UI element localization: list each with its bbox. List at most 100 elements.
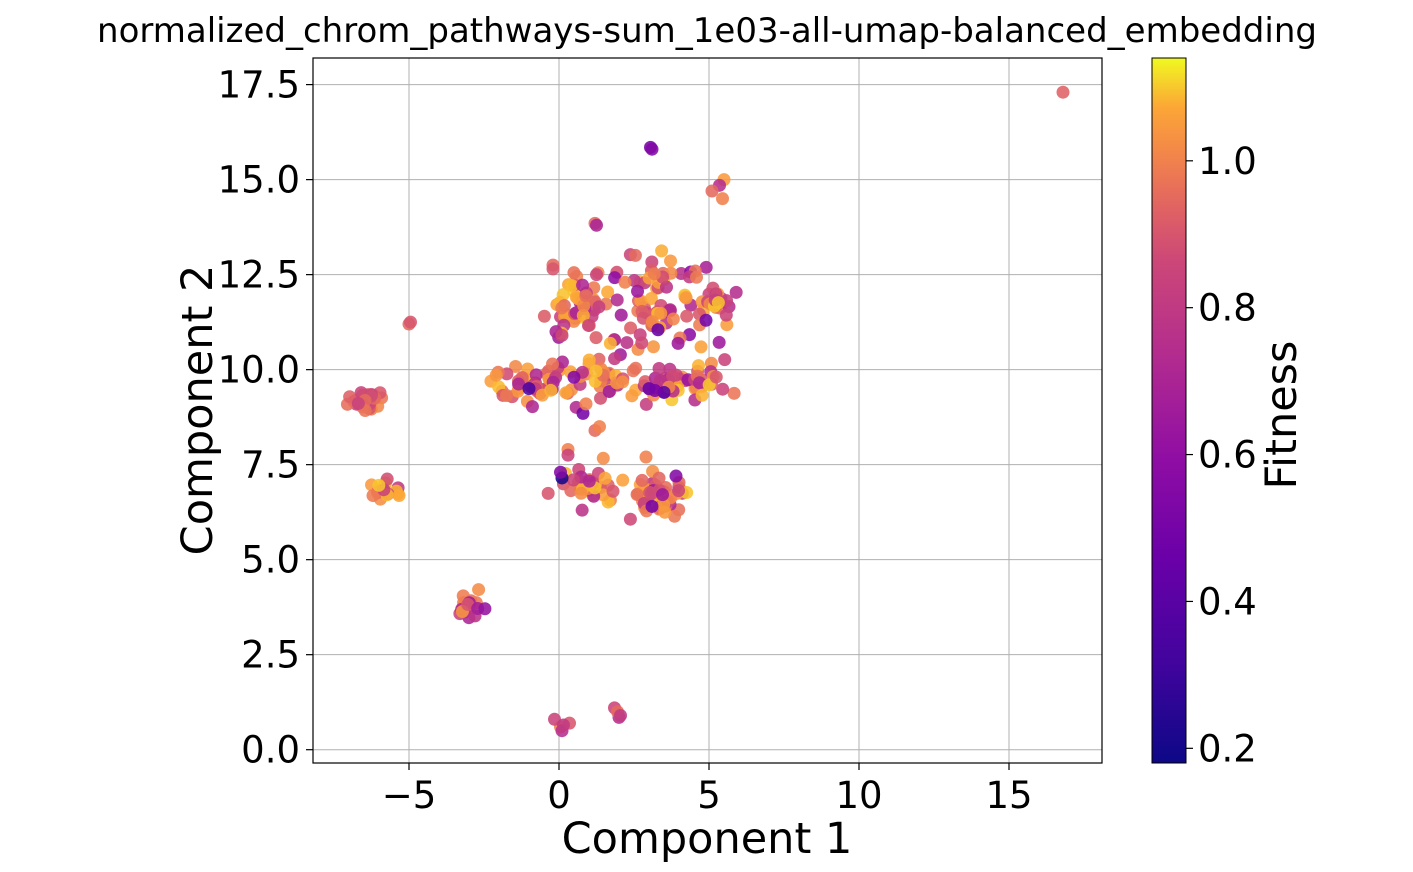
data-point [598,471,612,485]
data-point [695,388,709,402]
data-point [671,336,685,350]
data-point [614,308,628,322]
data-point [565,279,579,293]
data-point [555,301,569,315]
data-point [672,484,686,498]
y-axis-ticks: 0.0 2.5 5.0 7.5 10.0 12.5 15.0 17.5 [218,64,313,772]
data-point [716,382,730,396]
data-point [657,498,671,512]
data-point [624,321,638,335]
data-point [579,289,593,303]
y-tick-label: 2.5 [241,634,300,677]
grid-lines [313,58,1102,763]
colorbar-tick-label: 1.0 [1198,140,1257,183]
data-point [567,266,581,280]
data-point [575,503,589,517]
data-point [645,487,659,501]
data-point [635,473,649,487]
data-point [541,486,555,500]
data-point [589,331,603,345]
data-point [596,451,610,465]
data-point [555,328,569,342]
data-point [525,400,539,414]
data-point [690,270,704,284]
data-point [646,340,660,354]
y-tick-label: 12.5 [218,254,300,297]
data-point [648,384,662,398]
data-point [716,192,729,206]
data-point [669,469,683,483]
data-point [404,315,417,329]
data-points [340,85,1070,738]
data-point [664,254,678,268]
data-point [559,386,573,400]
data-point [577,299,591,313]
data-point [509,359,523,373]
data-point [620,336,634,350]
data-point [567,370,581,384]
x-tick-label: 10 [835,774,882,817]
data-point [544,383,558,397]
data-point [555,355,569,369]
data-point [606,484,620,498]
colorbar-tick-label: 0.2 [1198,727,1257,770]
data-point [478,602,492,616]
data-point [582,353,596,367]
data-point [618,275,632,289]
data-point [718,353,732,367]
data-point [590,268,603,282]
data-point [628,248,642,262]
data-point [593,420,606,434]
data-point [644,291,658,305]
data-point [616,473,630,487]
data-point [554,465,567,479]
data-point [372,478,386,492]
data-point [545,357,559,371]
data-point [602,385,616,399]
data-point [727,386,741,400]
data-point [654,306,668,320]
colorbar [1151,57,1187,764]
x-tick-label: 15 [985,774,1032,817]
data-point [589,364,603,378]
data-point [392,489,406,503]
data-point [614,708,627,722]
data-point [694,340,708,354]
data-point [639,450,653,464]
data-point [660,280,674,294]
x-tick-label: 5 [697,774,721,817]
data-point [666,312,680,326]
y-tick-label: 5.0 [241,539,300,582]
data-point [692,359,706,373]
data-point [709,370,723,384]
y-tick-label: 17.5 [218,64,300,107]
data-point [1056,85,1070,99]
data-point [608,271,622,285]
data-point [616,375,630,389]
data-point [594,391,608,405]
data-point [489,368,503,382]
x-axis-ticks: −5 0 5 10 15 [382,763,1033,817]
data-point [699,260,713,274]
data-point [719,308,733,322]
colorbar-tick-label: 0.8 [1198,287,1257,330]
data-point [576,278,590,292]
data-point [557,718,570,732]
data-point [630,487,644,501]
data-point [631,284,645,298]
data-point [351,396,365,410]
y-tick-label: 15.0 [218,159,300,202]
data-point [652,471,666,485]
data-point [666,369,680,383]
data-point [581,318,595,332]
data-point [679,291,693,305]
data-point [566,473,580,487]
x-tick-label: 0 [547,774,571,817]
data-point [623,512,637,526]
data-point [500,389,514,403]
data-point [537,309,551,323]
data-point [366,489,380,503]
data-point [546,262,560,276]
colorbar-ticks: 0.2 0.4 0.6 0.8 1.0 [1186,140,1257,770]
